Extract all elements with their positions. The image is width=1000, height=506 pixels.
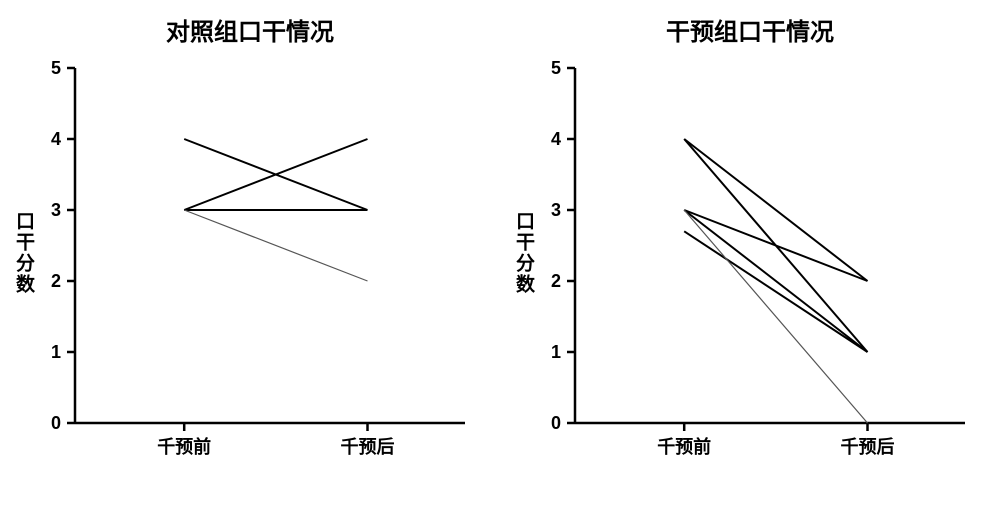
- svg-text:4: 4: [51, 129, 61, 149]
- panel-right: 干预组口干情况 口干分数 012345千预前千预后: [500, 0, 1000, 506]
- svg-text:3: 3: [51, 200, 61, 220]
- data-line: [684, 139, 867, 281]
- svg-text:2: 2: [551, 271, 561, 291]
- data-line: [684, 210, 867, 352]
- svg-text:1: 1: [51, 342, 61, 362]
- svg-text:5: 5: [51, 58, 61, 78]
- data-line: [184, 210, 367, 281]
- svg-text:千预后: 千预后: [841, 437, 895, 457]
- svg-text:1: 1: [551, 342, 561, 362]
- chart-container: 对照组口干情况 口干分数 012345千预前千预后 干预组口干情况 口干分数 0…: [0, 0, 1000, 506]
- svg-text:3: 3: [551, 200, 561, 220]
- panel-right-svg: 0 1 2 3 4 5 千预前 千预后: [500, 0, 1000, 506]
- svg-text:0: 0: [51, 413, 61, 433]
- svg-text:5: 5: [551, 58, 561, 78]
- svg-text:2: 2: [51, 271, 61, 291]
- panel-left: 对照组口干情况 口干分数 012345千预前千预后: [0, 0, 500, 506]
- svg-text:千预前: 千预前: [657, 436, 711, 457]
- svg-text:4: 4: [551, 129, 561, 149]
- data-line: [684, 210, 867, 281]
- panel-left-svg: 0 1 2 3 4 5 千预前 千预后: [0, 0, 500, 506]
- data-line: [684, 210, 867, 423]
- svg-text:0: 0: [551, 413, 561, 433]
- data-line: [684, 231, 867, 352]
- svg-text:千预前: 千预前: [157, 436, 211, 457]
- svg-text:千预后: 千预后: [341, 437, 395, 457]
